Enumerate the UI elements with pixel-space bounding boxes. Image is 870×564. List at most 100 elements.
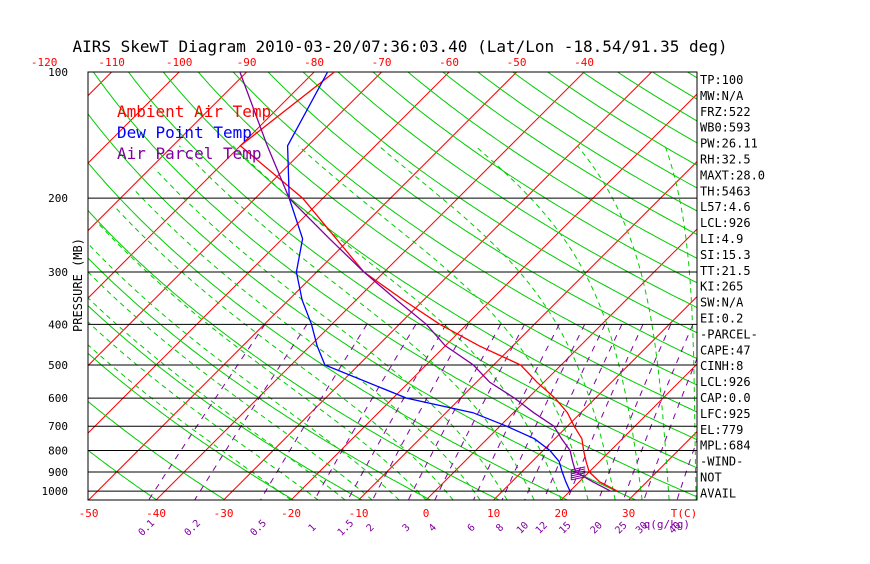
mixing-ratio-tick-label: 6 (466, 522, 478, 534)
mixing-ratio-tick-label: 25 (613, 520, 629, 536)
top-temp-tick-label: -100 (166, 56, 193, 69)
mixing-ratio-tick-label: 15 (557, 520, 573, 536)
isotherm-line (426, 72, 854, 500)
legend-item: Dew Point Temp (117, 123, 252, 142)
moist-adiabat-line (84, 239, 400, 500)
dry-adiabat-line (303, 72, 870, 500)
bottom-temp-tick-label: -30 (214, 507, 234, 520)
sidebar-stat: MAXT:28.0 (700, 168, 765, 182)
y-tick-label: 700 (48, 420, 68, 433)
chart-title: AIRS SkewT Diagram 2010-03-20/07:36:03.4… (72, 37, 727, 56)
legend: Ambient Air Temp Dew Point Temp Air Parcel… (117, 102, 271, 163)
mixing-ratio-line (261, 324, 367, 500)
legend-item: Ambient Air Temp (117, 102, 271, 121)
y-tick-label: 800 (48, 445, 68, 458)
sidebar-stat: MPL:684 (700, 439, 751, 453)
y-tick-label: 200 (48, 192, 68, 205)
sidebar-stat: -PARCEL- (700, 327, 758, 341)
moist-adiabat-line (578, 146, 670, 500)
isotherm-line (0, 72, 44, 500)
mixing-ratio-tick-label: 3 (401, 522, 413, 534)
sidebar-stat: NOT (700, 471, 722, 485)
mixing-ratio-line (314, 324, 416, 500)
isotherm-line (494, 72, 870, 500)
sidebar-stat: FRZ:522 (700, 105, 751, 119)
sidebar-stat: CAPE:47 (700, 343, 751, 357)
moist-adiabat-line (379, 146, 615, 500)
sidebar-stat: RH:32.5 (700, 153, 751, 167)
top-temp-tick-label: -90 (237, 56, 257, 69)
dry-adiabat-line (443, 72, 870, 500)
sidebar-stat: AVAIL (700, 486, 736, 500)
sidebar-stat: EI:0.2 (700, 312, 743, 326)
mixing-ratio-line (348, 324, 446, 500)
sidebar-stat: LCL:926 (700, 375, 751, 389)
mixing-ratio-tick-label: 0.2 (183, 518, 204, 539)
bottom-temp-tick-label: 20 (554, 507, 567, 520)
y-axis-label: PRESSURE (MB) (71, 238, 85, 332)
dry-adiabat-line (408, 72, 870, 500)
moist-adiabat-line (233, 146, 561, 500)
top-temp-tick-label: -70 (372, 56, 392, 69)
sidebar-stat: MW:N/A (700, 89, 744, 103)
sidebar-stat: CAP:0.0 (700, 391, 751, 405)
moist-adiabat-line (665, 146, 696, 500)
legend-item: Air Parcel Temp (117, 144, 262, 163)
mixing-ratio-line (623, 324, 693, 500)
top-temp-tick-label: -40 (574, 56, 594, 69)
bottom-temp-tick-label: -10 (349, 507, 369, 520)
sidebar-stat: TP:100 (700, 73, 743, 87)
dry-adiabat-line (373, 72, 870, 500)
sidebar-stat: LFC:925 (700, 407, 751, 421)
stats-sidebar: TP:100 MW:N/A FRZ:522 WB0:593 PW:26.11 RH:32.… (700, 73, 765, 500)
sidebar-stat: LCL:926 (700, 216, 751, 230)
mixing-ratio-line (525, 324, 605, 500)
top-temp-tick-label: -60 (439, 56, 459, 69)
sidebar-stat: WB0:593 (700, 121, 751, 135)
bottom-temp-tick-label: 10 (487, 507, 500, 520)
moist-adiabat-line (179, 146, 534, 500)
mixing-ratio-tick-label: 1.5 (336, 518, 357, 539)
sidebar-stat: L57:4.6 (700, 200, 751, 214)
sounding-series (240, 72, 617, 491)
bottom-temp-tick-label: 30 (622, 507, 635, 520)
mixing-ratio-tick-label: 4 (427, 522, 439, 534)
bottom-temp-tick-label: -50 (79, 507, 99, 520)
mixing-ratio-tick-label: 0.1 (137, 518, 158, 539)
sidebar-stat: KI:265 (700, 280, 743, 294)
top-temp-tick-label: -80 (304, 56, 324, 69)
sidebar-stat: LI:4.9 (700, 232, 743, 246)
mixing-ratio-tick-label: 10 (515, 520, 531, 536)
y-tick-label: 500 (48, 359, 68, 372)
sidebar-stat: EL:779 (700, 423, 743, 437)
mixing-ratio-tick-label: 20 (589, 520, 605, 536)
dry-adiabat-line (513, 72, 870, 500)
top-temp-tick-label: -120 (31, 56, 58, 69)
sidebar-stat: PW:26.11 (700, 137, 758, 151)
y-tick-label: 600 (48, 392, 68, 405)
mixing-ratio-line (474, 324, 560, 500)
isotherm-line (831, 72, 870, 500)
sidebar-stat: SW:N/A (700, 296, 744, 310)
dry-adiabat-line (233, 72, 870, 500)
dry-adiabat-line (792, 72, 870, 500)
isotherm-line (764, 72, 870, 500)
isotherm-line (0, 72, 112, 500)
mixing-ratio-tick-label: 1 (307, 522, 319, 534)
bottom-temp-tick-label: 0 (423, 507, 430, 520)
mixing-ratio-tick-label: 8 (494, 522, 506, 534)
dry-adiabat-line (0, 72, 20, 500)
top-temp-tick-label: -110 (98, 56, 125, 69)
dry-adiabat-line (478, 72, 870, 500)
dry-adiabat-line (338, 72, 870, 500)
y-tick-label: 900 (48, 466, 68, 479)
mixing-ratio-line (408, 324, 500, 500)
sidebar-stat: -WIND- (700, 455, 743, 469)
mixing-ratio-tick-label: 12 (534, 520, 550, 536)
top-temp-tick-label: -50 (507, 56, 527, 69)
bottom-temp-tick-label: -20 (281, 507, 301, 520)
mixing-ratio-unit-label: q(g/kg) (644, 518, 690, 531)
dry-adiabat-line (827, 72, 870, 500)
